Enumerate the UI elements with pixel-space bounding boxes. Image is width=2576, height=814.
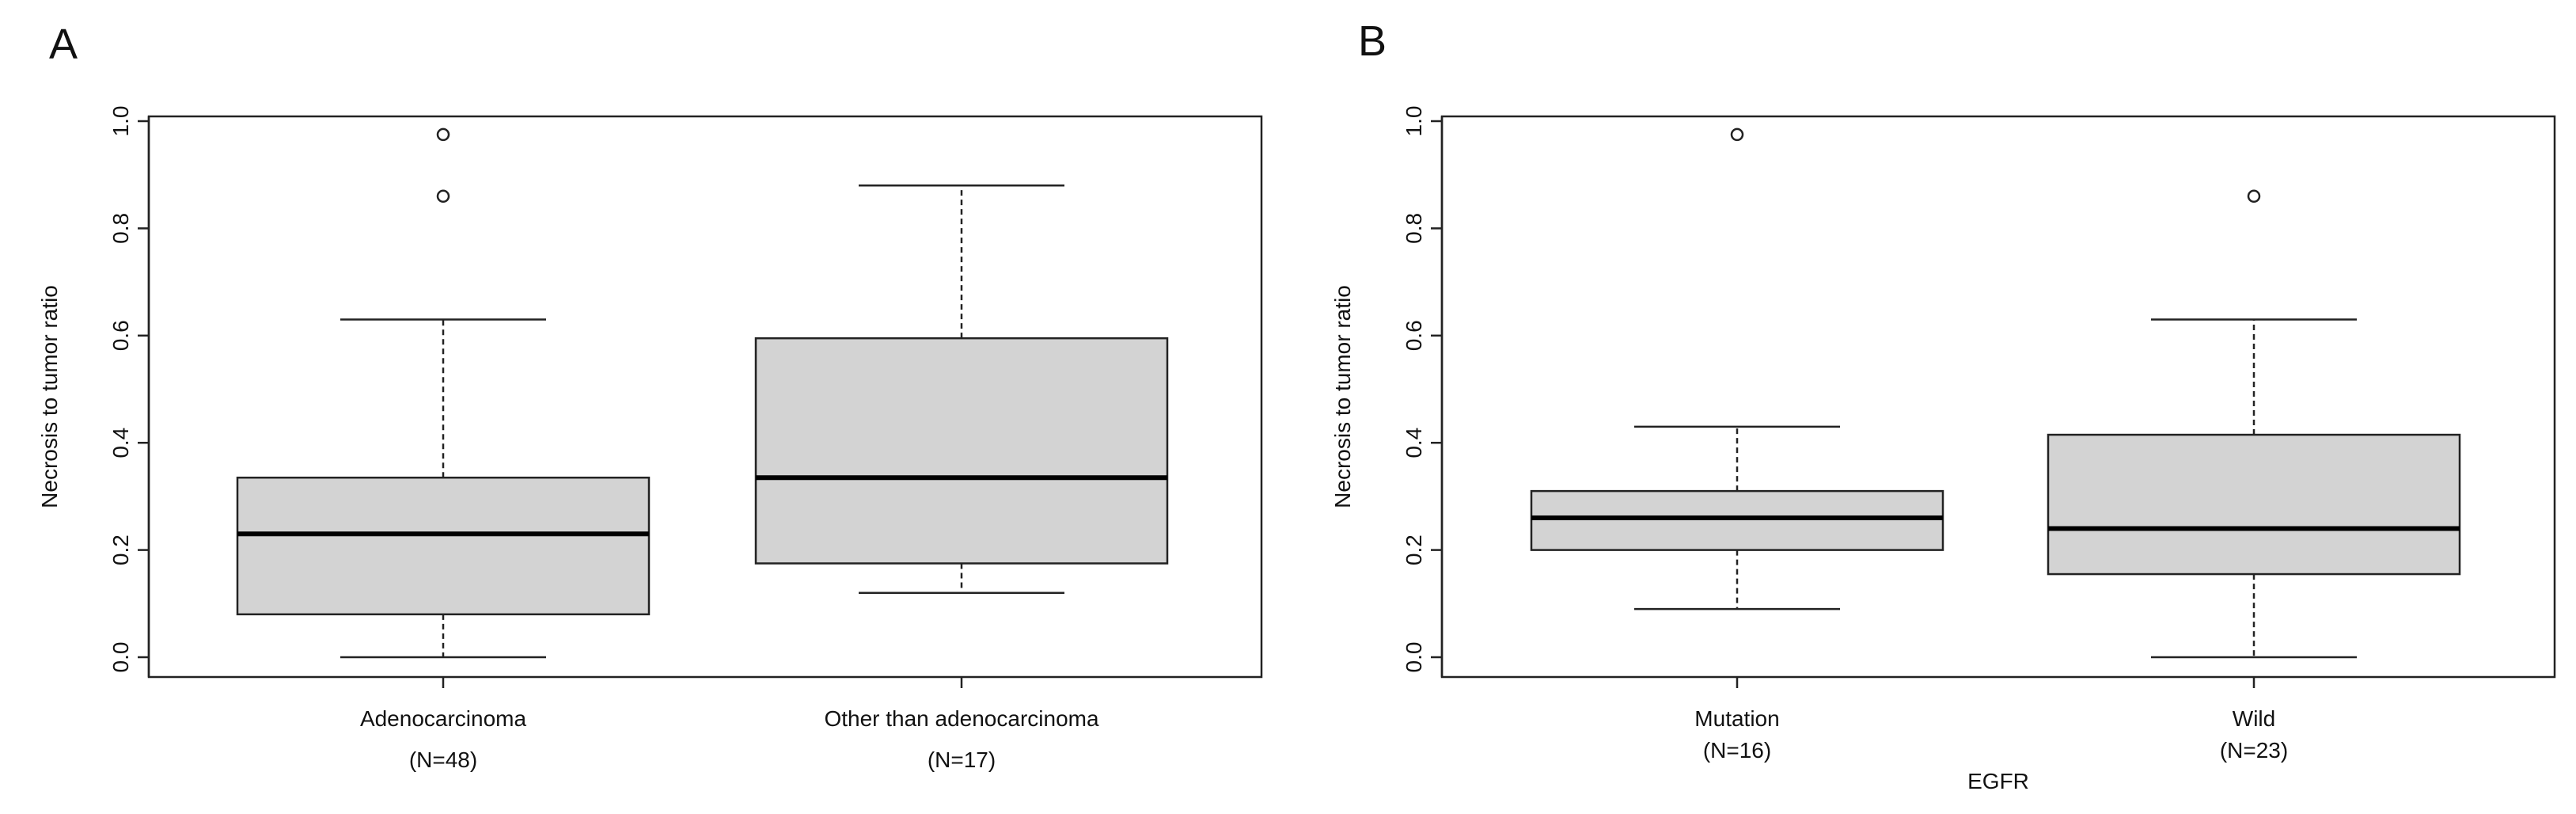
panel-a-ytick-5: 1.0	[108, 106, 149, 137]
panel-a-ytick-label-3: 0.6	[108, 320, 133, 351]
panel-a-box-adenocarcinoma: Adenocarcinoma (N=48)	[236, 127, 651, 772]
panel-b: B Necrosis to tumor ratio 0.0 0.2 0.4 0.…	[1330, 17, 2556, 793]
panel-b-box-wild: Wild (N=23)	[2047, 189, 2461, 763]
panel-b-ytick-1: 0.2	[1402, 534, 1442, 565]
panel-a-n-label-0: (N=48)	[409, 747, 477, 772]
panel-a-ytick-label-5: 1.0	[108, 106, 133, 137]
panel-a-ytick-label-4: 0.8	[108, 213, 133, 244]
panel-b-box-0-outlier-0	[1730, 127, 1744, 142]
panel-b-ytick-3: 0.6	[1402, 320, 1442, 351]
panel-a-ytick-label-2: 0.4	[108, 428, 133, 458]
panel-a-letter: A	[49, 21, 78, 68]
panel-a: A Necrosis to tumor ratio 0.0 0.2 0.4 0.…	[37, 21, 1263, 772]
panel-a-y-ticks: 0.0 0.2 0.4 0.6 0.8 1.0	[108, 106, 150, 677]
panel-b-ytick-label-1: 0.2	[1402, 534, 1426, 565]
panel-b-ytick-label-0: 0.0	[1402, 642, 1426, 673]
panel-b-ytick-5: 1.0	[1402, 106, 1442, 137]
panel-b-box-1-outlier-0	[2247, 189, 2261, 204]
panel-a-ytick-label-0: 0.0	[108, 642, 133, 673]
panel-a-box-0-outlier-0	[436, 189, 450, 204]
panel-a-ytick-2: 0.4	[108, 428, 149, 458]
panel-a-ytick-label-1: 0.2	[108, 534, 133, 565]
panel-b-x-axis-label: EGFR	[1967, 769, 2029, 793]
panel-a-box-0-iqr	[236, 476, 651, 616]
panel-a-box-other: Other than adenocarcinoma (N=17)	[754, 184, 1169, 772]
panel-a-xtick-label-0: Adenocarcinoma	[360, 706, 527, 731]
panel-b-ytick-2: 0.4	[1402, 428, 1442, 458]
panel-b-box-0-iqr	[1530, 489, 1944, 551]
panel-a-xtick-label-1: Other than adenocarcinoma	[824, 706, 1099, 731]
panel-b-ytick-label-5: 1.0	[1402, 106, 1426, 137]
panel-a-y-axis-label: Necrosis to tumor ratio	[37, 285, 62, 508]
panel-b-letter: B	[1358, 17, 1387, 65]
panel-b-ytick-label-3: 0.6	[1402, 320, 1426, 351]
panel-b-n-label-0: (N=16)	[1703, 738, 1771, 763]
panel-a-box-1-iqr	[754, 337, 1169, 565]
panel-a-box-0-outlier-1	[436, 127, 450, 142]
panel-a-ytick-1: 0.2	[108, 534, 149, 565]
panel-b-ytick-label-2: 0.4	[1402, 428, 1426, 458]
panel-b-box-mutation: Mutation (N=16)	[1530, 127, 1944, 763]
panel-b-n-label-1: (N=23)	[2220, 738, 2288, 763]
panel-b-y-axis-label: Necrosis to tumor ratio	[1330, 285, 1355, 508]
panel-b-y-ticks: 0.0 0.2 0.4 0.6 0.8 1.0	[1402, 106, 1444, 677]
panel-b-box-1-iqr	[2047, 433, 2461, 576]
panel-b-ytick-4: 0.8	[1402, 213, 1442, 244]
panel-b-xtick-label-1: Wild	[2233, 706, 2275, 731]
panel-a-n-label-1: (N=17)	[928, 747, 996, 772]
panel-b-xtick-label-0: Mutation	[1694, 706, 1779, 731]
panel-a-ytick-0: 0.0	[108, 642, 149, 673]
panel-a-ytick-4: 0.8	[108, 213, 149, 244]
panel-b-ytick-label-4: 0.8	[1402, 213, 1426, 244]
panel-b-plot-frame	[1440, 115, 2556, 679]
panel-b-ytick-0: 0.0	[1402, 642, 1442, 673]
panel-a-ytick-3: 0.6	[108, 320, 149, 351]
